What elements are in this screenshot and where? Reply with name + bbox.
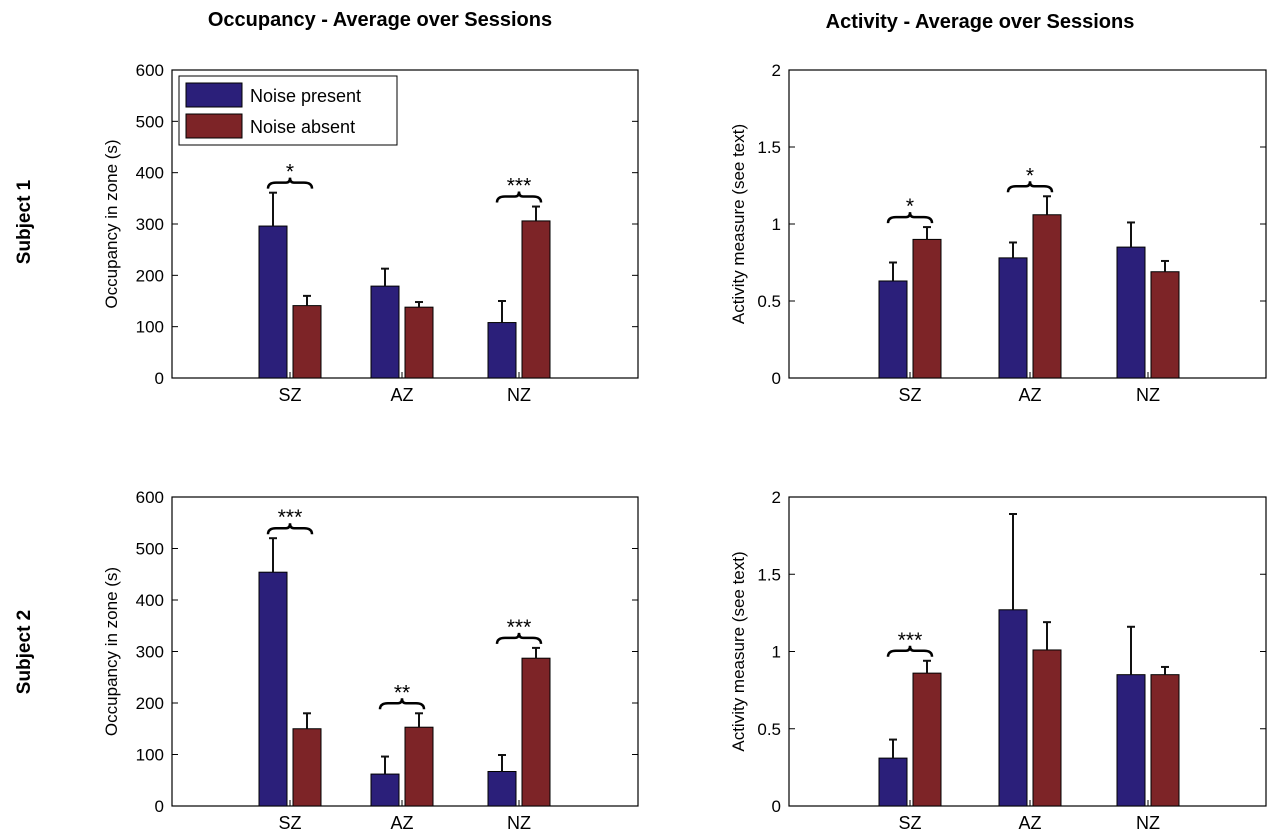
x-tick-label-nz: NZ bbox=[507, 813, 531, 833]
y-tick-label: 1.5 bbox=[757, 565, 781, 584]
bar-noise-present-nz bbox=[1116, 674, 1146, 807]
bar-noise-absent-az bbox=[1032, 214, 1062, 379]
bar-noise-present-sz bbox=[878, 280, 908, 379]
y-tick-label: 0 bbox=[155, 797, 164, 816]
significance-stars: *** bbox=[898, 629, 923, 652]
bar-noise-absent-az bbox=[404, 306, 434, 379]
occupancy-subject-2-chart: 0 100 200 300 400 500 600 Occupancy in zone (s)… bbox=[102, 488, 639, 833]
significance-brace bbox=[495, 191, 543, 203]
y-tick-label: 500 bbox=[136, 112, 164, 131]
bar-noise-absent-az bbox=[1032, 649, 1062, 807]
x-tick-label-az: AZ bbox=[390, 813, 413, 833]
y-tick-label: 0 bbox=[772, 369, 781, 388]
y-tick-label: 600 bbox=[136, 488, 164, 507]
bar-noise-present-sz bbox=[878, 757, 908, 807]
bar-noise-absent-nz bbox=[521, 220, 551, 379]
subject-1-row-label: Subject 1 bbox=[14, 179, 35, 264]
y-tick-label: 0 bbox=[155, 369, 164, 388]
bar-noise-present-sz bbox=[258, 571, 288, 807]
bar-noise-absent-sz bbox=[292, 305, 322, 379]
x-tick-label-sz: SZ bbox=[898, 813, 921, 833]
x-tick-label-nz: NZ bbox=[1136, 385, 1160, 405]
y-tick-label: 0.5 bbox=[757, 720, 781, 739]
significance-brace bbox=[378, 698, 426, 710]
y-tick-label: 2 bbox=[772, 488, 781, 507]
x-tick-label-sz: SZ bbox=[278, 813, 301, 833]
legend: Noise present Noise absent bbox=[178, 75, 398, 146]
occupancy-column-title: Occupancy - Average over Sessions bbox=[208, 9, 552, 31]
bar-noise-absent-sz bbox=[292, 728, 322, 807]
y-tick-label: 2 bbox=[772, 61, 781, 80]
legend-swatch-noise-absent bbox=[185, 113, 243, 139]
x-tick-label-nz: NZ bbox=[1136, 813, 1160, 833]
significance-stars: * bbox=[906, 195, 914, 218]
y-tick-label: 200 bbox=[136, 694, 164, 713]
bar-noise-present-az bbox=[370, 285, 400, 379]
x-tick-label-sz: SZ bbox=[898, 385, 921, 405]
bar-noise-absent-nz bbox=[1150, 271, 1180, 379]
significance-brace bbox=[886, 212, 934, 224]
x-tick-label-az: AZ bbox=[390, 385, 413, 405]
significance-stars: ** bbox=[394, 681, 410, 704]
x-tick-label-sz: SZ bbox=[278, 385, 301, 405]
subject-2-row-label: Subject 2 bbox=[14, 610, 35, 694]
y-tick-label: 0.5 bbox=[757, 292, 781, 311]
bar-noise-present-az bbox=[370, 773, 400, 807]
legend-label-noise-present: Noise present bbox=[250, 86, 361, 106]
y-tick-label: 500 bbox=[136, 540, 164, 559]
y-tick-label: 300 bbox=[136, 215, 164, 234]
y-tick-label: 200 bbox=[136, 266, 164, 285]
bar-noise-absent-nz bbox=[521, 657, 551, 807]
y-tick-label: 100 bbox=[136, 318, 164, 337]
bar-noise-present-nz bbox=[487, 770, 517, 807]
significance-stars: *** bbox=[507, 616, 532, 639]
significance-stars: *** bbox=[507, 175, 532, 198]
y-tick-label: 100 bbox=[136, 746, 164, 765]
occupancy-subject-1-chart: 0 100 200 300 400 500 600 Occupancy in zone (s)… bbox=[102, 61, 639, 405]
significance-stars: *** bbox=[278, 506, 303, 529]
y-tick-label: 400 bbox=[136, 164, 164, 183]
activity-column-title: Activity - Average over Sessions bbox=[826, 11, 1135, 33]
bar-noise-absent-sz bbox=[912, 238, 942, 379]
y-tick-label: 400 bbox=[136, 591, 164, 610]
y-tick-label: 300 bbox=[136, 643, 164, 662]
y-axis-label: Occupancy in zone (s) bbox=[102, 567, 121, 736]
activity-subject-1-chart: 0 0.5 1 1.5 2 Activity measure (see text) SZ AZ… bbox=[729, 61, 1267, 405]
activity-subject-2-chart: 0 0.5 1 1.5 2 Activity measure (see text) SZ AZ… bbox=[729, 488, 1267, 833]
y-tick-label: 1.5 bbox=[757, 138, 781, 157]
y-axis-label: Occupancy in zone (s) bbox=[102, 139, 121, 308]
significance-brace bbox=[1006, 181, 1054, 193]
y-tick-label: 600 bbox=[136, 61, 164, 80]
significance-stars: * bbox=[1026, 164, 1034, 187]
bar-noise-present-nz bbox=[1116, 246, 1146, 379]
significance-brace bbox=[886, 645, 934, 657]
bar-noise-present-az bbox=[998, 257, 1028, 379]
y-tick-label: 0 bbox=[772, 797, 781, 816]
bar-noise-present-az bbox=[998, 609, 1028, 807]
significance-brace bbox=[266, 177, 314, 189]
bar-noise-present-nz bbox=[487, 322, 517, 379]
legend-label-noise-absent: Noise absent bbox=[250, 117, 355, 137]
bar-noise-absent-az bbox=[404, 726, 434, 807]
y-axis-label: Activity measure (see text) bbox=[729, 551, 748, 751]
x-tick-label-az: AZ bbox=[1018, 813, 1041, 833]
y-axis-label: Activity measure (see text) bbox=[729, 124, 748, 324]
bar-noise-absent-sz bbox=[912, 672, 942, 807]
y-tick-label: 1 bbox=[772, 215, 781, 234]
significance-stars: * bbox=[286, 161, 294, 184]
significance-brace bbox=[495, 632, 543, 644]
significance-brace bbox=[266, 523, 314, 535]
bar-noise-absent-nz bbox=[1150, 674, 1180, 807]
bar-noise-present-sz bbox=[258, 225, 288, 379]
legend-swatch-noise-present bbox=[185, 82, 243, 108]
y-tick-label: 1 bbox=[772, 643, 781, 662]
x-tick-label-nz: NZ bbox=[507, 385, 531, 405]
x-tick-label-az: AZ bbox=[1018, 385, 1041, 405]
